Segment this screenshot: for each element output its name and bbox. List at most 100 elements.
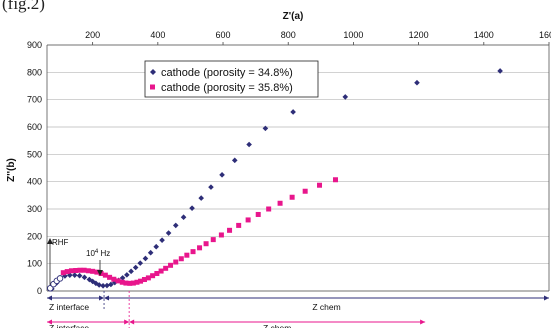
frequency-label: 104 Hz: [86, 249, 110, 258]
series-2-point: [190, 249, 196, 255]
bracket-arrow-right: [420, 319, 426, 325]
series-2-point: [317, 182, 323, 188]
series-1-point: [180, 214, 187, 220]
y-tick-label: 300: [27, 204, 42, 214]
x-tick-label: 600: [216, 30, 231, 40]
bracket-label: Z interface: [49, 302, 89, 312]
series-1-point: [219, 172, 225, 178]
series-1-point: [81, 274, 88, 281]
series-1-point: [159, 237, 165, 243]
series-1-point: [147, 249, 154, 256]
bracket-arrow-right: [99, 295, 105, 301]
y-tick-label: 400: [27, 177, 42, 187]
legend-marker: [150, 69, 156, 75]
y-tick-label: 200: [27, 231, 42, 241]
series-2-point: [81, 267, 87, 273]
series-2-point: [77, 267, 83, 273]
bracket-arrow-left: [47, 295, 52, 301]
series-2-point: [94, 269, 100, 275]
bracket-arrow-left: [104, 295, 110, 301]
series-1-point: [132, 264, 139, 271]
x-tick-label: 1400: [474, 30, 494, 40]
series-2-point: [173, 259, 179, 265]
series-1-point: [137, 260, 144, 266]
y-tick-label: 0: [37, 286, 42, 296]
series-2-point: [90, 268, 96, 274]
series-1-point: [153, 243, 160, 250]
series-2-point: [184, 252, 190, 258]
series-1-point: [86, 276, 93, 283]
series-2-point: [236, 222, 242, 228]
series-2-point: [85, 268, 91, 274]
series-2-point: [210, 237, 216, 243]
x-tick-label: 800: [281, 30, 296, 40]
series-2-point: [138, 278, 144, 284]
series-2-point: [158, 268, 164, 274]
series-1-point: [62, 273, 68, 279]
axes-layer: 0 100 200 300 400 500 600 700 800 900 200 400 600 800…: [27, 30, 551, 296]
series-1-point: [497, 68, 503, 74]
series-2-point: [60, 270, 66, 276]
series-2-point: [245, 217, 251, 223]
legend-label: cathode (porosity = 35.8%): [161, 82, 293, 94]
series-1-point: [414, 79, 420, 86]
bracket-arrow-right: [544, 295, 549, 301]
bracket-arrow-left: [129, 319, 135, 325]
series-2-point: [197, 245, 203, 251]
x-tick-label: 1000: [343, 30, 363, 40]
series-2-point: [266, 206, 272, 212]
bracket-arrow-left: [47, 319, 52, 325]
series-2-point: [150, 273, 156, 279]
x-tick-label: 400: [150, 30, 165, 40]
x-tick-label: 1200: [409, 30, 429, 40]
series-1-point: [119, 275, 126, 281]
series-1-point: [89, 278, 96, 285]
series-1-point: [128, 268, 134, 275]
series-2-point: [119, 279, 125, 285]
series-2-point: [73, 268, 79, 273]
series-1-point: [246, 141, 252, 148]
series-1-point: [100, 283, 106, 289]
series-2-point: [302, 188, 308, 194]
x-axis-label: Z'(a): [283, 11, 304, 22]
series-2-point: [203, 241, 209, 247]
series-2-point: [64, 269, 70, 275]
x-tick-label: 200: [85, 30, 100, 40]
y-tick-label: 900: [27, 40, 42, 50]
series-2-point: [115, 278, 121, 284]
series-1-point: [165, 230, 172, 236]
series-2-point: [227, 227, 233, 233]
legend-entry: cathode (porosity = 34.8%): [150, 67, 293, 79]
figure-label: (fig.2): [2, 0, 45, 13]
legend-box: [144, 60, 319, 98]
series-2-point: [127, 280, 133, 286]
series-2-point: [289, 194, 295, 200]
series-1-point: [342, 94, 349, 100]
bracket-label: Z chem: [312, 302, 340, 312]
series-1-point: [112, 279, 118, 286]
series-2-point: [255, 211, 261, 217]
series-2-point: [168, 262, 174, 268]
rhf-label: RHF: [52, 238, 69, 247]
y-tick-label: 800: [27, 67, 42, 77]
x-tick-label: 1600: [539, 30, 551, 40]
series-2-point: [134, 279, 140, 285]
series-3-point: [56, 275, 64, 282]
y-tick-label: 100: [27, 259, 42, 269]
series-2-point: [107, 274, 113, 280]
series-1-point: [189, 205, 195, 211]
series-1-point: [124, 272, 130, 278]
series-2-point: [102, 272, 108, 278]
y-axis-label: Z''(b): [6, 158, 17, 182]
series-1-point: [96, 282, 102, 288]
series-2-point: [332, 177, 338, 183]
bracket-label: Z interface: [49, 323, 89, 328]
series-1-point: [198, 195, 204, 201]
marks-layer: [47, 68, 503, 292]
series-2-point: [111, 276, 117, 282]
series-2-point: [145, 275, 151, 281]
series-2-point: [130, 280, 136, 286]
frequency-arrow-head: [97, 270, 103, 276]
series-2-point: [163, 265, 169, 271]
